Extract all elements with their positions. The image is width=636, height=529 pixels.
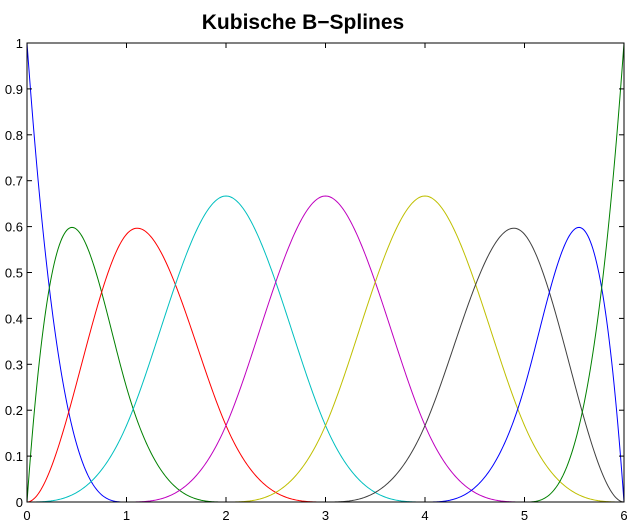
ticks-layer: 0 1 2 3 4 5 6 0 0.1 0.2 0.3 0.4 0.5 0.6 0.7 0.8 0.9 1 bbox=[5, 36, 628, 523]
y-tick-label: 0.7 bbox=[5, 174, 23, 189]
x-tick-label: 0 bbox=[23, 508, 30, 523]
y-tick-label: 0.3 bbox=[5, 357, 23, 372]
y-tick-label: 0.1 bbox=[5, 449, 23, 464]
x-tick-label: 2 bbox=[222, 508, 229, 523]
x-tick-label: 3 bbox=[322, 508, 329, 523]
x-tick-label: 5 bbox=[521, 508, 528, 523]
y-tick-label: 0.9 bbox=[5, 82, 23, 97]
plot-frame bbox=[26, 42, 625, 503]
y-tick-label: 0.6 bbox=[5, 220, 23, 235]
x-tick-label: 6 bbox=[620, 508, 627, 523]
chart-title: Kubische B−Splines bbox=[202, 11, 404, 34]
x-tick-label: 4 bbox=[421, 508, 428, 523]
x-tick-label: 1 bbox=[123, 508, 130, 523]
y-tick-label: 0.8 bbox=[5, 128, 23, 143]
y-tick-label: 1 bbox=[16, 36, 23, 51]
y-tick-label: 0.2 bbox=[5, 403, 23, 418]
y-tick-label: 0 bbox=[16, 495, 23, 510]
y-tick-label: 0.4 bbox=[5, 311, 23, 326]
y-tick-label: 0.5 bbox=[5, 266, 23, 281]
